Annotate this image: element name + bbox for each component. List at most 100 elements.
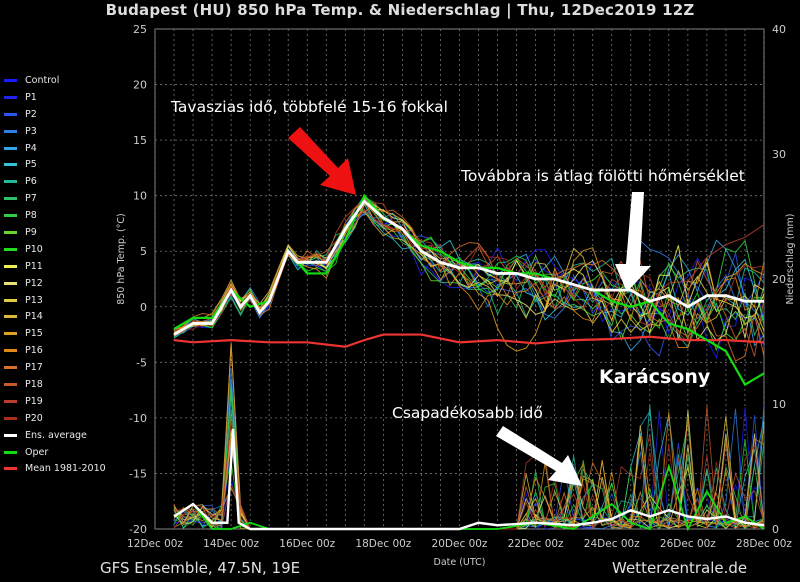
legend-item: P11 [4, 258, 124, 275]
y-right-tick-label: 0 [772, 523, 779, 536]
legend-item: P20 [4, 410, 124, 427]
legend-swatch [4, 349, 17, 353]
legend-swatch [4, 298, 17, 302]
legend-label: P12 [25, 277, 43, 289]
y-tick-label: -20 [129, 523, 147, 536]
x-tick-label: 16Dec 00z [279, 538, 335, 550]
legend-item: P9 [4, 224, 124, 241]
legend-label: P15 [25, 328, 43, 340]
legend-label: P3 [25, 125, 37, 137]
annotation-spring: Tavaszias idő, többfelé 15-16 fokkal [171, 98, 448, 116]
x-axis-label: Date (UTC) [434, 557, 486, 568]
legend-item: P14 [4, 308, 124, 325]
legend-swatch [4, 315, 17, 319]
legend-swatch [4, 230, 17, 234]
legend-swatch [4, 146, 17, 150]
legend-label: Mean 1981-2010 [25, 463, 106, 475]
legend-swatch [4, 163, 17, 167]
legend-label: P16 [25, 345, 43, 357]
y-right-axis-label: Niederschlag (mm) [785, 214, 796, 305]
y-tick-label: 15 [133, 134, 147, 147]
legend-item: P17 [4, 359, 124, 376]
y-tick-label: 25 [133, 23, 147, 36]
x-tick-label: 22Dec 00z [508, 538, 564, 550]
x-tick-label: 24Dec 00z [584, 538, 640, 550]
legend-item: P16 [4, 342, 124, 359]
legend-swatch [4, 382, 17, 386]
legend-label: P11 [25, 260, 43, 272]
annotation-white-arrow-upper [615, 192, 651, 292]
x-tick-label: 26Dec 00z [660, 538, 716, 550]
ensemble-member-line [173, 203, 765, 334]
annotation-white-arrow-lower [496, 426, 582, 486]
legend-swatch [4, 366, 17, 370]
legend-swatch [4, 247, 17, 251]
series-line-mean-1981-2010 [173, 333, 765, 348]
y-tick-label: 5 [140, 245, 147, 258]
legend-label: P20 [25, 412, 43, 424]
legend-item: P4 [4, 140, 124, 157]
legend-item: P10 [4, 241, 124, 258]
annotation-christmas: Karácsony [599, 366, 711, 388]
legend-item: Ens. average [4, 427, 124, 444]
legend-item: Control [4, 72, 124, 89]
y-tick-label: -10 [129, 412, 147, 425]
ensemble-member-line [173, 204, 765, 348]
legend-label: P4 [25, 142, 37, 154]
legend-label: P2 [25, 108, 37, 120]
legend-label: P5 [25, 159, 37, 171]
footer-source: Wetterzentrale.de [612, 559, 748, 577]
legend-item: Oper [4, 444, 124, 461]
x-tick-label: 20Dec 00z [432, 538, 488, 550]
annotation-above-average: Továbbra is átlag fölötti hőmérséklet [461, 167, 745, 185]
legend-label: Ens. average [25, 429, 87, 441]
legend-label: P18 [25, 378, 43, 390]
legend-swatch [4, 416, 17, 420]
legend-label: P14 [25, 311, 43, 323]
legend-item: P19 [4, 393, 124, 410]
legend-item: P2 [4, 106, 124, 123]
legend-label: P9 [25, 226, 37, 238]
legend-label: P19 [25, 395, 43, 407]
legend-item: P13 [4, 292, 124, 309]
legend-swatch [4, 450, 17, 454]
legend-label: P6 [25, 176, 37, 188]
footer-model: GFS Ensemble, 47.5N, 19E [100, 559, 301, 577]
legend-swatch [4, 112, 17, 116]
legend-item: P5 [4, 156, 124, 173]
y-tick-label: -5 [136, 356, 147, 369]
legend-item: P15 [4, 325, 124, 342]
ensemble-member-line [173, 202, 765, 357]
legend-label: P13 [25, 294, 43, 306]
legend-swatch [4, 433, 17, 437]
legend-item: P18 [4, 376, 124, 393]
y-right-tick-label: 10 [772, 398, 786, 411]
legend-item: P1 [4, 89, 124, 106]
legend-swatch [4, 332, 17, 336]
annotation-red-arrow [288, 127, 356, 195]
chart-title: Budapest (HU) 850 hPa Temp. & Niederschl… [105, 1, 695, 19]
legend-item: P12 [4, 275, 124, 292]
series-line-ens-average [173, 199, 764, 336]
legend-label: P10 [25, 243, 43, 255]
legend-swatch [4, 467, 17, 471]
legend-label: P7 [25, 193, 37, 205]
y-tick-label: -15 [129, 467, 147, 480]
legend-swatch [4, 214, 17, 218]
series-line-oper-precip [173, 463, 765, 532]
legend-item: P8 [4, 207, 124, 224]
legend-swatch [4, 78, 17, 82]
x-tick-label: 14Dec 00z [203, 538, 259, 550]
y-tick-label: 20 [133, 79, 147, 92]
series-line-ens-average-precip [173, 428, 765, 531]
legend-item: P6 [4, 173, 124, 190]
legend-item: P7 [4, 190, 124, 207]
legend-label: Oper [25, 446, 49, 458]
legend-label: Control [25, 74, 60, 86]
x-tick-label: 18Dec 00z [355, 538, 411, 550]
y-right-tick-label: 30 [772, 148, 786, 161]
legend-swatch [4, 281, 17, 285]
legend-swatch [4, 399, 17, 403]
annotation-wetter: Csapadékosabb idő [392, 404, 543, 422]
